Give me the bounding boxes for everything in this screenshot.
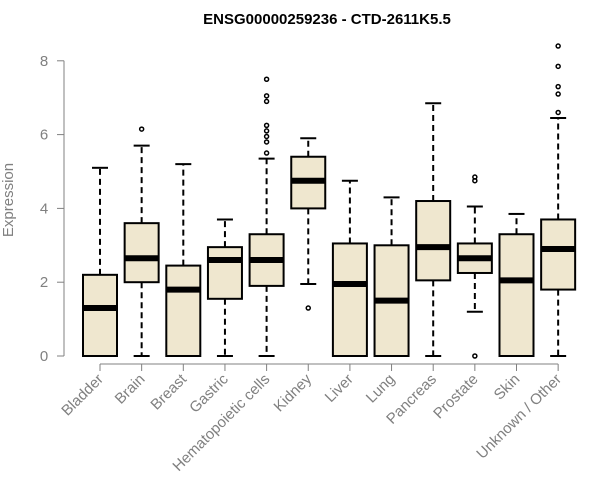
box-group <box>331 179 368 357</box>
y-tick-label: 2 <box>40 274 48 291</box>
outlier-point <box>555 83 561 90</box>
box-body <box>206 246 243 300</box>
box-body <box>415 200 452 282</box>
x-tick-label: Brain <box>112 371 149 408</box>
x-tick-label: Breast <box>147 370 190 413</box>
outlier-point <box>263 150 270 156</box>
chart-title: ENSG00000259236 - CTD-2611K5.5 <box>203 11 451 28</box>
outlier-point <box>472 353 478 359</box>
outlier-point <box>138 126 145 132</box>
y-tick-label: 4 <box>40 200 48 217</box>
y-tick-label: 0 <box>40 348 48 365</box>
outlier-point <box>472 174 478 180</box>
box-body <box>165 264 202 357</box>
box-group <box>540 43 577 357</box>
box-group <box>415 102 452 357</box>
box-body <box>540 218 577 291</box>
box-group <box>290 137 327 311</box>
outlier-point <box>263 128 270 134</box>
x-tick-label: Bladder <box>58 371 107 420</box>
box-group <box>165 163 202 357</box>
boxes <box>82 43 577 359</box>
x-tick-label: Prostate <box>430 371 482 423</box>
outlier-point <box>555 109 561 116</box>
outlier-point <box>555 91 561 97</box>
x-tick-label: Skin <box>491 371 524 404</box>
x-tick-label: Liver <box>322 371 357 406</box>
outlier-point <box>263 98 270 105</box>
outlier-point <box>263 76 270 82</box>
y-tick-label: 6 <box>40 127 48 144</box>
box-body <box>498 233 535 357</box>
x-tick-label: Kidney <box>271 370 316 415</box>
box-body <box>82 273 118 358</box>
box-group <box>123 126 160 357</box>
outlier-point <box>263 139 270 145</box>
x-tick-label: Lung <box>363 371 399 407</box>
box-body <box>123 222 160 284</box>
outlier-point <box>263 122 270 129</box>
box-group <box>82 166 118 358</box>
y-axis: 0 2 4 6 8 <box>40 53 65 365</box>
outlier-point <box>555 63 561 70</box>
box-group <box>498 212 535 357</box>
y-tick-label: 8 <box>40 53 48 70</box>
outlier-point <box>305 305 311 311</box>
box-body <box>331 242 368 357</box>
box-group <box>206 218 243 357</box>
box-group <box>248 76 285 357</box>
outlier-point <box>555 43 561 49</box>
box-group <box>373 196 410 357</box>
outlier-point <box>263 93 270 99</box>
box-group <box>456 174 493 359</box>
y-axis-title: Expression <box>0 163 17 237</box>
outlier-point <box>263 133 270 140</box>
